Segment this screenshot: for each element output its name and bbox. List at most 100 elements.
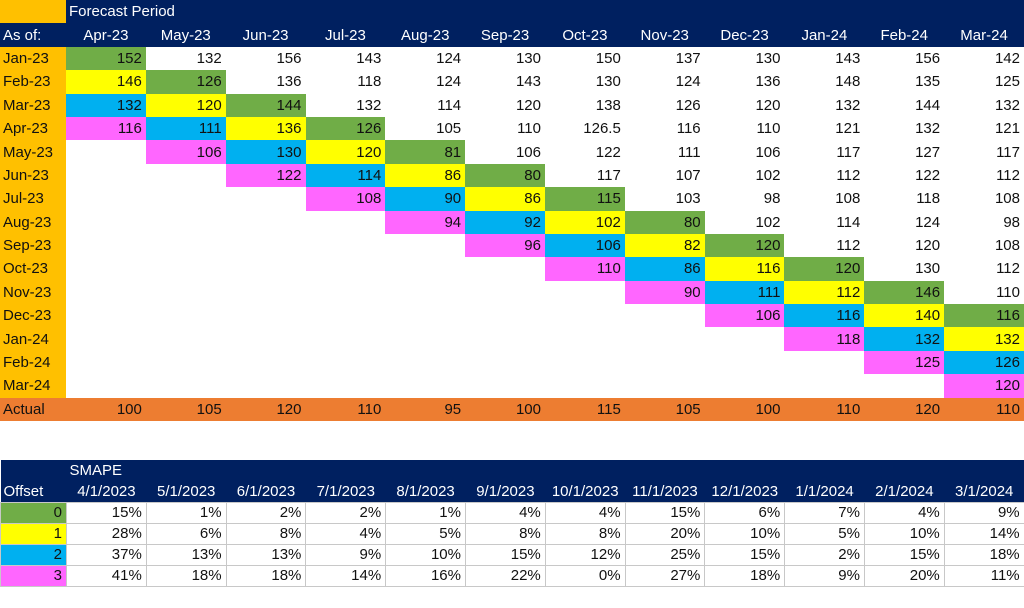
forecast-cell: 150 [595,49,621,67]
forecast-cell: 132 [915,120,941,138]
forecast-cell: 130 [515,49,541,67]
smape-cell: 12% [544,543,626,566]
forecast-cell [66,304,146,327]
forecast-cell: 90 [385,187,466,211]
forecast-cell: 111 [704,280,785,305]
forecast-cell [385,304,465,327]
period-header: Oct-23 [544,23,625,47]
forecast-cell: 106 [145,140,226,164]
period-header: Dec-23 [704,23,785,47]
forecast-cell: 114 [305,163,386,188]
forecast-cell: 124 [436,49,462,67]
forecast-cell: 144 [225,93,306,117]
smape-cell: 0% [544,564,626,587]
as-of-row-label: Jun-23 [0,163,67,188]
forecast-cell: 112 [784,280,865,305]
actual-row: Actual 100 105 120 110 95 100 115 105 100 110 120 11… [0,397,1024,422]
forecast-cell [545,351,625,374]
forecast-cell: 120 [515,96,541,114]
smape-date-header: 10/1/2023 [545,481,626,502]
forecast-row: Jul-23 108 90 86 115 103 98 108 118 108 [0,187,1024,211]
smape-date-header: 4/1/2023 [66,481,147,502]
actual-cell: 110 [784,397,865,422]
forecast-cell: 108 [994,237,1020,255]
forecast-cell: 80 [465,163,545,188]
forecast-cell [306,374,386,397]
forecast-cell: 132 [196,49,222,67]
smape-cell: 8% [464,522,546,545]
actual-cell: 120 [864,397,945,422]
forecast-cell [226,211,306,234]
actual-cell: 120 [225,397,306,422]
forecast-cell [226,327,306,350]
forecast-cell: 124 [675,73,701,91]
forecast-cell: 126.5 [583,120,621,138]
forecast-cell: 106 [544,233,625,258]
smape-cell: 18% [943,543,1024,566]
forecast-cell [146,327,226,350]
smape-cell: 14% [943,522,1024,545]
smape-cell: 13% [145,543,227,566]
forecast-cell: 98 [1003,213,1020,231]
as-of-row-label: Feb-23 [0,70,67,94]
forecast-cell [66,164,146,187]
actual-cell: 95 [385,397,466,422]
smape-cell: 9% [305,543,387,566]
forecast-cell: 110 [756,120,781,138]
forecast-cell [146,164,226,187]
forecast-cell: 126 [675,96,701,114]
actual-cell: 100 [465,397,545,422]
forecast-cell [146,257,226,280]
period-header: May-23 [145,23,226,47]
forecast-cell: 156 [915,49,941,67]
smape-cell: 5% [784,522,865,545]
smape-cell: 1% [145,501,227,524]
forecast-cell: 120 [305,140,386,164]
period-header: Jun-23 [225,23,306,47]
forecast-cell: 152 [66,46,146,71]
smape-cell: 2% [225,501,307,524]
forecast-header-row: As of: Apr-23 May-23 Jun-23 Jul-23 Aug-23 Sep… [0,23,1024,47]
forecast-cell: 105 [436,120,462,138]
as-of-row-label: May-23 [0,140,67,164]
forecast-cell: 107 [675,166,701,184]
smape-date-header: 3/1/2024 [944,481,1024,502]
forecast-cell: 110 [517,120,541,138]
forecast-row: Dec-23 106 116 140 116 [0,304,1024,328]
forecast-cell [306,327,386,350]
forecast-cell: 136 [225,116,306,141]
forecast-cell: 121 [835,120,861,138]
forecast-cell [465,351,545,374]
forecast-cell [385,281,465,304]
smape-date-header: 1/1/2024 [784,481,865,502]
forecast-cell: 130 [595,73,621,91]
forecast-cell [545,304,625,327]
actual-cell: 100 [704,397,785,422]
forecast-cell: 136 [755,73,781,91]
offset-cell: 2 [0,543,67,566]
smape-cell: 15% [863,543,945,566]
forecast-cell [306,304,386,327]
forecast-row: Nov-23 90 111 112 146 110 [0,280,1024,305]
forecast-cell: 118 [784,327,865,351]
forecast-cell [705,374,785,397]
forecast-cell: 146 [864,280,945,305]
actual-cell: 110 [944,397,1024,422]
forecast-cell: 146 [66,70,146,94]
forecast-cell [306,234,386,257]
smape-cell: 4% [464,501,546,524]
forecast-cell: 124 [436,73,462,91]
forecast-cell [385,234,465,257]
smape-cell: 10% [385,543,466,566]
forecast-period-title: Forecast Period [66,0,1024,24]
forecast-cell: 122 [595,143,621,161]
smape-cell: 41% [66,564,147,587]
forecast-cell: 108 [835,190,861,208]
forecast-cell [226,281,306,304]
forecast-cell: 112 [836,166,861,184]
period-header: Nov-23 [624,23,705,47]
forecast-cell: 102 [544,210,625,234]
forecast-cell: 143 [835,49,861,67]
forecast-cell [66,211,146,234]
forecast-row: Aug-23 94 92 102 80 102 114 124 98 [0,210,1024,234]
